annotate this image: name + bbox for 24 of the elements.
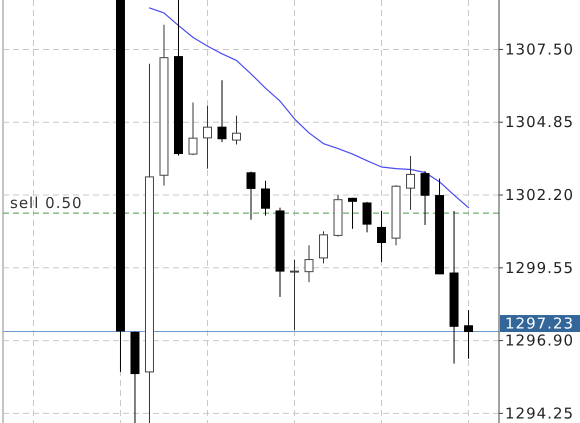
candlestick <box>218 80 226 143</box>
candlestick <box>464 310 474 360</box>
y-tick-label: 1296.90 <box>505 332 574 350</box>
y-tick-label: 1304.85 <box>505 113 574 132</box>
candlestick <box>261 180 270 216</box>
candlestick <box>420 170 430 226</box>
y-tick-label: 1299.55 <box>505 258 574 277</box>
candlestick <box>406 156 416 210</box>
candlestick <box>232 115 241 145</box>
y-tick-label: 1302.20 <box>505 186 574 204</box>
candlestick <box>348 197 358 230</box>
candlestick <box>290 259 299 331</box>
candlestick <box>362 201 372 233</box>
candlestick <box>377 210 386 263</box>
y-tick-label: 1294.25 <box>505 404 574 422</box>
candlestick <box>188 102 198 156</box>
candlestick <box>246 171 256 220</box>
candlestick <box>319 230 328 264</box>
candlestick <box>203 105 212 170</box>
line-series <box>148 7 470 208</box>
y-tick-label: 1307.50 <box>505 40 574 58</box>
candlestick <box>304 244 314 283</box>
ref-line-label: sell 0.50 <box>10 194 83 212</box>
ref-line-label: 1297.23 <box>505 314 574 333</box>
